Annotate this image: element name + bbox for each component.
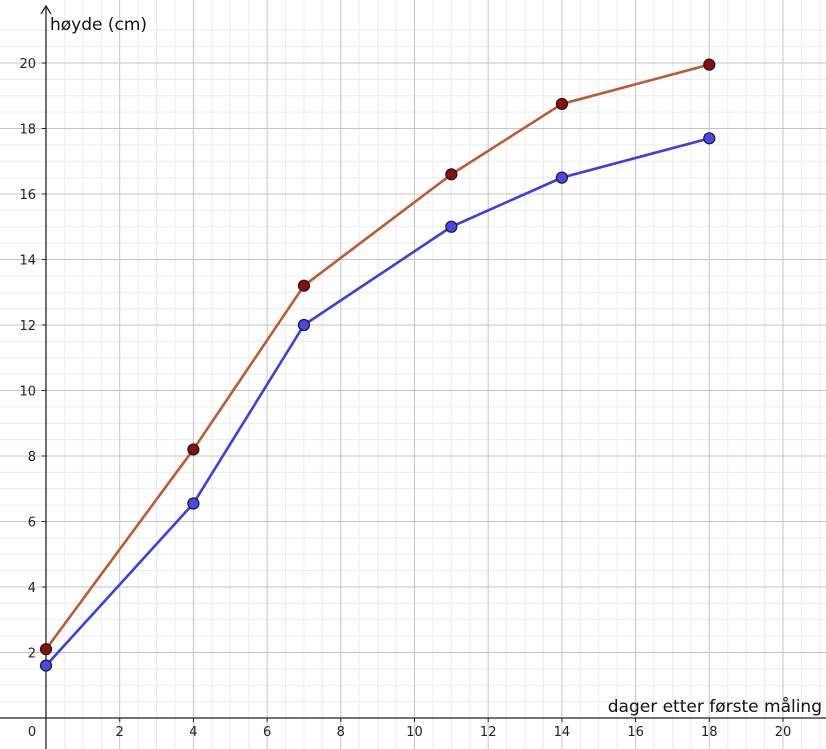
y-tick-label: 10 — [19, 385, 36, 400]
y-tick-label: 12 — [19, 319, 36, 334]
y-tick-label: 16 — [19, 188, 36, 203]
series-1 — [39, 58, 716, 656]
x-tick-label: 14 — [554, 725, 571, 740]
data-point — [39, 659, 53, 672]
x-tick-label: 8 — [337, 725, 345, 740]
data-point — [39, 643, 53, 656]
x-tick-label: 20 — [775, 725, 792, 740]
y-tick-label: 4 — [28, 581, 36, 596]
series-line — [44, 63, 710, 650]
x-tick-label: 18 — [701, 725, 718, 740]
data-point — [297, 318, 311, 332]
data-point — [555, 171, 569, 184]
y-tick-label: 18 — [19, 123, 36, 138]
y-tick-label: 2 — [28, 647, 36, 662]
data-point — [555, 97, 569, 111]
series-line — [45, 137, 710, 667]
data-point — [703, 58, 716, 71]
y-tick-label: 8 — [28, 450, 36, 465]
y-tick-label: 20 — [19, 57, 36, 72]
y-axis-label: høyde (cm) — [50, 15, 147, 35]
x-tick-label: 16 — [627, 725, 644, 740]
tick-labels: 0 2 4 6 8 10 12 14 16 18 20 2 4 6 8 10 12 14 16 18 20 — [19, 57, 791, 740]
data-point — [445, 168, 458, 181]
data-point — [187, 443, 200, 456]
axes — [0, 4, 826, 749]
data-point — [703, 132, 716, 145]
y-axis-arrow — [40, 4, 52, 15]
data-point — [445, 220, 458, 233]
x-axis-label: dager etter første måling — [608, 696, 822, 717]
x-tick-label: 4 — [189, 725, 197, 740]
data-point — [297, 279, 311, 292]
series-layer — [39, 58, 716, 672]
x-tick-label: 10 — [406, 725, 423, 740]
y-tick-label: 6 — [28, 516, 36, 531]
series-2 — [39, 132, 716, 672]
data-point — [187, 497, 200, 510]
y-tick-label: 14 — [19, 254, 36, 269]
x-tick-label: 12 — [480, 725, 497, 740]
x-tick-label: 2 — [116, 725, 124, 740]
x-tick-label: 6 — [263, 725, 271, 740]
x-tick-label: 0 — [28, 725, 36, 740]
